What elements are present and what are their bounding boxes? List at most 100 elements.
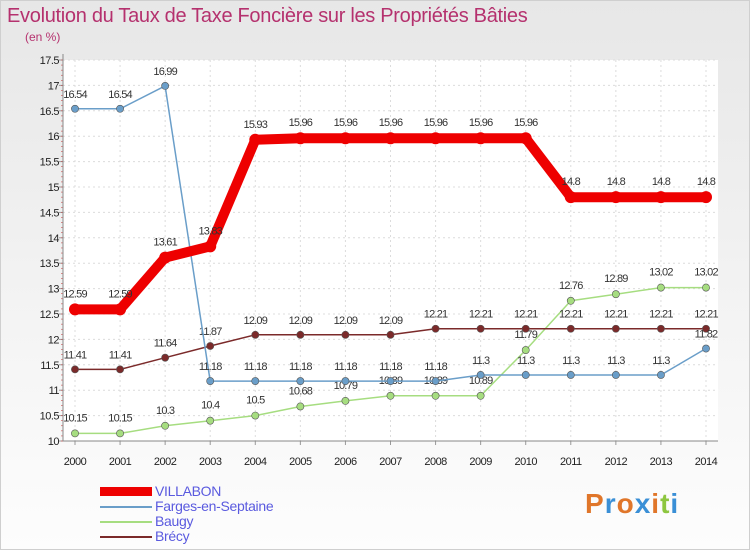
legend-label-brecy: Brécy <box>155 528 190 544</box>
data-point <box>611 290 620 299</box>
data-point <box>341 377 350 385</box>
data-label: 10.79 <box>334 380 358 392</box>
data-label: 15.96 <box>424 117 448 129</box>
data-point <box>476 371 485 379</box>
data-point <box>116 104 124 113</box>
data-label: 12.09 <box>334 315 358 327</box>
data-label: 11.18 <box>379 361 402 373</box>
logo-letter: i <box>670 488 680 519</box>
data-label: 12.76 <box>559 280 583 292</box>
x-tick-label: 2008 <box>424 456 447 468</box>
data-point <box>431 324 440 333</box>
data-label: 14.8 <box>607 176 626 188</box>
logo-letter: o <box>616 488 635 519</box>
legend-swatch-brecy <box>100 536 152 538</box>
data-point <box>702 324 710 333</box>
data-label: 15.93 <box>244 119 268 131</box>
data-label: 15.96 <box>469 117 493 129</box>
x-tick-label: 2003 <box>199 456 222 468</box>
data-point <box>251 330 260 339</box>
data-label: 11.3 <box>562 355 580 367</box>
data-label: 10.89 <box>469 375 493 387</box>
data-point-villabon <box>114 303 127 316</box>
data-label: 14.8 <box>697 176 716 188</box>
data-point <box>71 429 79 438</box>
y-tick-label: 13 <box>48 284 60 296</box>
data-point-villabon <box>564 191 577 204</box>
data-point <box>71 365 79 374</box>
data-label: 15.96 <box>289 117 313 129</box>
data-label: 16.54 <box>108 89 132 101</box>
data-point <box>386 391 395 400</box>
y-tick-label: 15.5 <box>40 157 60 169</box>
data-point <box>251 377 260 385</box>
data-label: 13.61 <box>153 237 177 249</box>
data-label: 14.8 <box>652 176 671 188</box>
data-label: 11.3 <box>652 355 670 367</box>
data-point <box>116 429 124 438</box>
data-label: 11.3 <box>472 355 490 367</box>
data-label: 12.21 <box>424 309 448 321</box>
data-point <box>206 342 215 350</box>
data-point <box>702 344 710 353</box>
data-label: 12.21 <box>559 309 583 321</box>
x-tick-label: 2000 <box>64 456 87 468</box>
logo-letter: i <box>651 488 661 519</box>
data-point-villabon <box>700 191 712 204</box>
y-tick-label: 11 <box>49 385 60 397</box>
x-tick-label: 2002 <box>154 456 177 468</box>
y-tick-label: 11.5 <box>40 360 59 372</box>
legend-swatch-baugy <box>100 521 152 523</box>
data-label: 11.18 <box>334 361 357 373</box>
logo-letter: x <box>634 488 652 519</box>
y-tick-label: 10 <box>48 436 60 448</box>
x-tick-label: 2013 <box>650 456 673 468</box>
x-tick-label: 2001 <box>109 456 132 468</box>
data-point <box>566 296 575 305</box>
logo-letter: P <box>585 488 605 519</box>
y-tick-label: 12 <box>48 334 60 346</box>
data-label: 10.15 <box>108 412 132 424</box>
x-tick-label: 2012 <box>605 456 628 468</box>
data-point <box>251 411 260 420</box>
data-point <box>161 353 170 362</box>
data-label: 10.5 <box>246 395 265 407</box>
data-point <box>386 377 395 385</box>
data-point <box>611 371 620 379</box>
legend-label-baugy: Baugy <box>155 513 194 529</box>
data-label: 11.41 <box>64 349 87 361</box>
data-point <box>657 371 665 379</box>
data-label: 12.21 <box>604 309 628 321</box>
chart-title: Evolution du Taux de Taxe Foncière sur l… <box>7 5 528 27</box>
y-tick-label: 16 <box>48 131 60 143</box>
data-point-villabon <box>609 191 622 204</box>
data-point-villabon <box>519 132 532 145</box>
data-point <box>521 346 530 354</box>
y-tick-label: 12.5 <box>40 309 60 321</box>
data-point <box>341 396 350 405</box>
data-label: 16.99 <box>153 66 177 78</box>
y-tick-label: 15 <box>48 182 60 194</box>
x-tick-label: 2007 <box>379 456 402 468</box>
y-tick-label: 13.5 <box>40 258 60 270</box>
data-point-villabon <box>69 303 81 316</box>
data-point <box>566 371 575 379</box>
data-label: 11.87 <box>199 326 222 338</box>
data-point <box>296 402 305 411</box>
data-point-villabon <box>339 132 352 145</box>
data-point <box>296 377 305 385</box>
data-label: 10.15 <box>63 412 87 424</box>
data-point-villabon <box>474 132 487 145</box>
data-point-villabon <box>429 132 442 145</box>
data-label: 13.83 <box>198 225 222 237</box>
x-tick-label: 2010 <box>514 456 537 468</box>
data-point <box>161 421 170 430</box>
proxiti-logo: Proxiti <box>585 488 679 520</box>
data-label: 15.96 <box>514 117 538 129</box>
legend-swatch-villabon <box>100 487 152 496</box>
data-label: 11.79 <box>514 329 537 341</box>
data-label: 15.96 <box>379 117 403 129</box>
data-label: 11.41 <box>109 349 132 361</box>
x-tick-label: 2004 <box>244 456 267 468</box>
data-point <box>521 371 530 379</box>
